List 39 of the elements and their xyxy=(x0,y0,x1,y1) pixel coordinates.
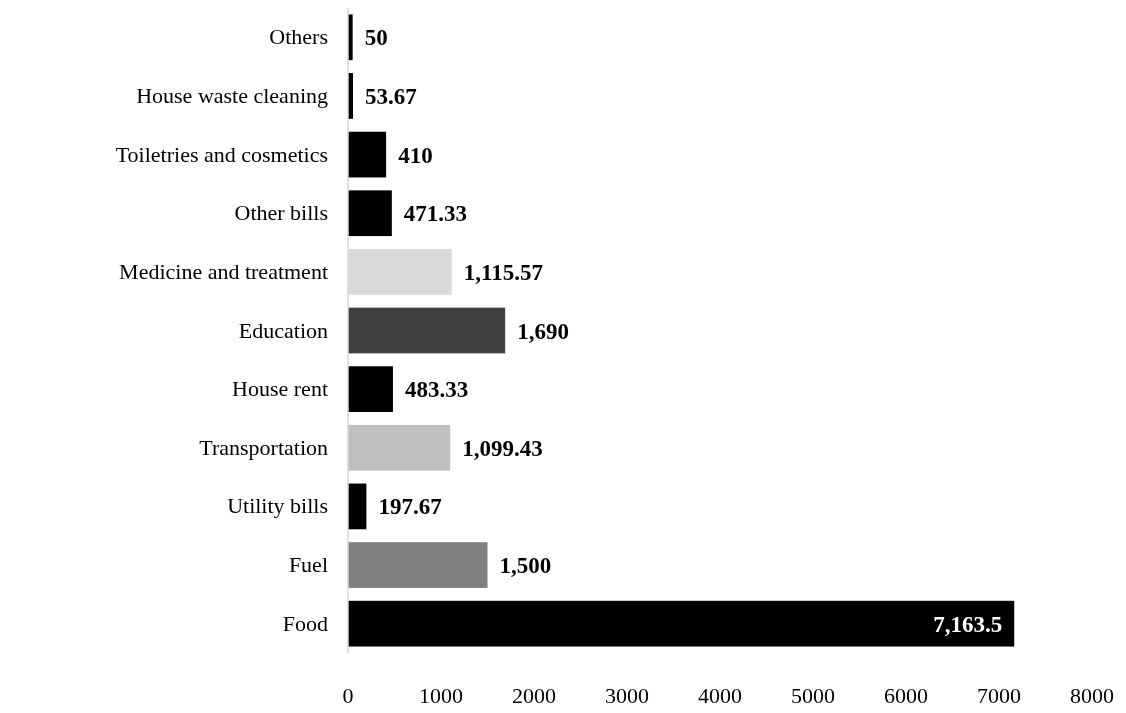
data-label: 1,099.43 xyxy=(462,435,543,461)
y-tick-label: Other bills xyxy=(234,200,328,226)
y-tick-label: Utility bills xyxy=(227,493,328,519)
y-tick-label: House rent xyxy=(232,376,328,402)
x-tick-label: 5000 xyxy=(791,683,835,708)
bar xyxy=(348,307,506,354)
x-tick-label: 8000 xyxy=(1070,683,1114,708)
x-tick-label: 4000 xyxy=(698,683,742,708)
bar xyxy=(348,600,1015,647)
y-tick-label: House waste cleaning xyxy=(136,82,328,108)
x-tick-label: 3000 xyxy=(605,683,649,708)
x-tick-label: 7000 xyxy=(977,683,1021,708)
bar xyxy=(348,424,451,471)
bar xyxy=(348,483,367,530)
y-tick-label: Others xyxy=(269,24,328,50)
data-label: 483.33 xyxy=(404,377,469,403)
y-tick-label: Fuel xyxy=(288,552,328,578)
y-tick-label: Transportation xyxy=(199,434,328,460)
data-label: 1,500 xyxy=(499,553,552,579)
data-label: 471.33 xyxy=(403,201,468,227)
bar xyxy=(348,366,393,412)
data-label: 1,690 xyxy=(517,318,569,344)
x-tick-label: 6000 xyxy=(884,683,928,708)
data-label: 197.67 xyxy=(378,494,442,520)
y-tick-label: Education xyxy=(238,317,328,343)
y-tick-label: Medicine and treatment xyxy=(119,258,328,284)
data-label: 53.67 xyxy=(364,83,417,109)
bar xyxy=(348,542,488,588)
y-tick-label: Toiletries and cosmetics xyxy=(115,141,328,167)
x-tick-label: 0 xyxy=(342,683,354,708)
bar xyxy=(348,190,392,237)
data-label: 410 xyxy=(398,142,433,168)
x-tick-label: 2000 xyxy=(512,683,556,708)
y-tick-label: Food xyxy=(282,610,328,636)
data-label: 1,115.57 xyxy=(463,259,543,285)
bar xyxy=(348,131,387,178)
data-label: 50 xyxy=(364,25,388,51)
x-tick-label: 1000 xyxy=(419,683,463,708)
data-label: 7,163.5 xyxy=(933,611,1003,637)
